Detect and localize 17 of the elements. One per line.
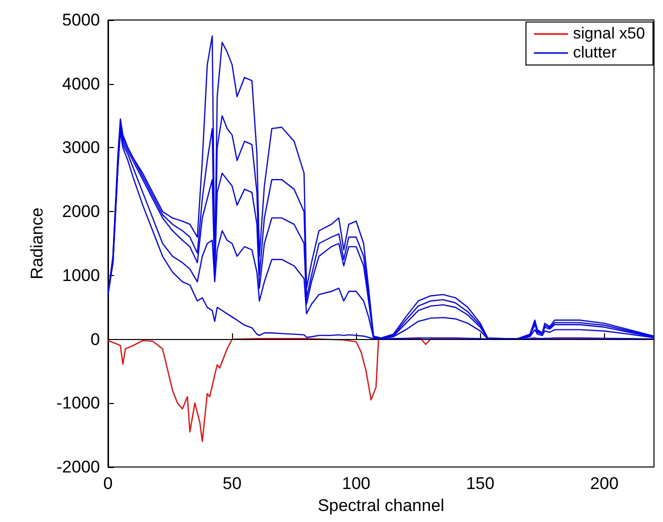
y-tick-label: -2000	[56, 458, 100, 476]
y-tick-label: 5000	[62, 10, 100, 30]
x-tick-label: 200	[590, 474, 619, 493]
legend-label: clutter	[572, 44, 618, 62]
y-tick-label: 2000	[62, 202, 100, 222]
y-axis-title: Radiance	[28, 208, 47, 280]
x-tick-label: 150	[466, 474, 494, 493]
y-tick-label: 4000	[62, 74, 100, 94]
legend-label: signal x50	[572, 26, 646, 42]
x-tick-label: 0	[103, 474, 113, 493]
y-tick-label: 1000	[62, 266, 100, 285]
y-tick-label: -1000	[56, 394, 100, 413]
y-tick-label: 3000	[62, 138, 100, 158]
x-tick-label: 100	[342, 474, 370, 493]
x-axis-title: Spectral channel	[318, 496, 444, 515]
x-tick-label: 50	[222, 474, 242, 493]
y-tick-label: 0	[90, 330, 100, 349]
